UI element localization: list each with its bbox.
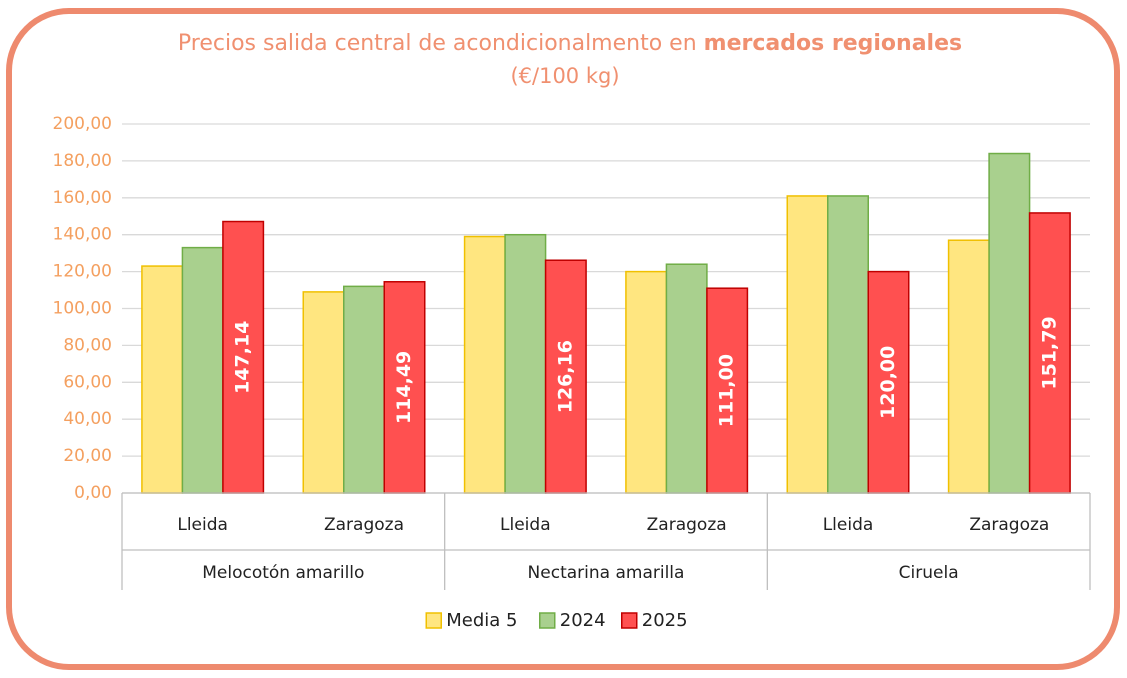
x-tick-label: Zaragoza — [969, 515, 1049, 535]
bar — [222, 220, 265, 494]
y-tick-label: 180,00 — [53, 151, 112, 171]
data-label: 114,49 — [393, 351, 415, 424]
bar — [1028, 212, 1071, 494]
chart-subtitle: (€/100 kg) — [510, 64, 619, 88]
bar — [544, 259, 587, 494]
bar — [706, 287, 749, 494]
bar — [786, 195, 829, 494]
chart-title: Precios salida central de acondicionalme… — [178, 31, 962, 56]
bar — [181, 246, 224, 494]
bar — [343, 285, 385, 494]
bar — [827, 195, 869, 494]
y-tick-label: 20,00 — [63, 446, 112, 466]
y-tick-label: 140,00 — [53, 225, 112, 245]
x-tick-label: Lleida — [500, 515, 551, 535]
legend-swatch — [539, 612, 556, 629]
bar — [383, 281, 426, 494]
data-label: 147,14 — [232, 321, 254, 394]
y-tick-label: 200,00 — [53, 114, 112, 134]
data-label: 151,79 — [1038, 316, 1060, 389]
bar — [463, 235, 506, 494]
data-label: 120,00 — [877, 346, 899, 419]
group-label: Nectarina amarilla — [528, 563, 685, 583]
legend-label: 2024 — [560, 610, 606, 631]
bar — [665, 263, 708, 494]
title-bold: mercados regionales — [704, 31, 962, 56]
y-tick-label: 100,00 — [53, 299, 112, 319]
bar — [141, 265, 184, 494]
y-tick-label: 60,00 — [63, 372, 112, 392]
bar — [988, 152, 1031, 494]
bar — [947, 239, 990, 494]
legend-swatch — [425, 612, 442, 629]
bar — [625, 270, 668, 494]
title-part: Precios salida central de acondicionalme… — [178, 31, 697, 56]
legend-label: 2025 — [642, 610, 688, 631]
x-tick-label: Zaragoza — [647, 515, 727, 535]
x-tick-label: Zaragoza — [324, 515, 404, 535]
bar — [504, 233, 547, 494]
bar — [867, 270, 910, 494]
legend-swatch — [621, 612, 638, 629]
legend-label: Media 5 — [446, 610, 517, 631]
y-tick-label: 80,00 — [63, 335, 112, 355]
x-tick-label: Lleida — [177, 515, 228, 535]
data-label: 126,16 — [554, 340, 576, 413]
group-label: Melocotón amarillo — [202, 563, 364, 583]
y-tick-label: 40,00 — [63, 409, 112, 429]
y-tick-label: 160,00 — [53, 188, 112, 208]
bar — [302, 291, 345, 494]
data-label: 111,00 — [716, 354, 738, 427]
y-tick-label: 120,00 — [53, 262, 112, 282]
x-tick-label: Lleida — [823, 515, 874, 535]
group-label: Ciruela — [899, 563, 959, 583]
y-tick-label: 0,00 — [74, 483, 112, 503]
